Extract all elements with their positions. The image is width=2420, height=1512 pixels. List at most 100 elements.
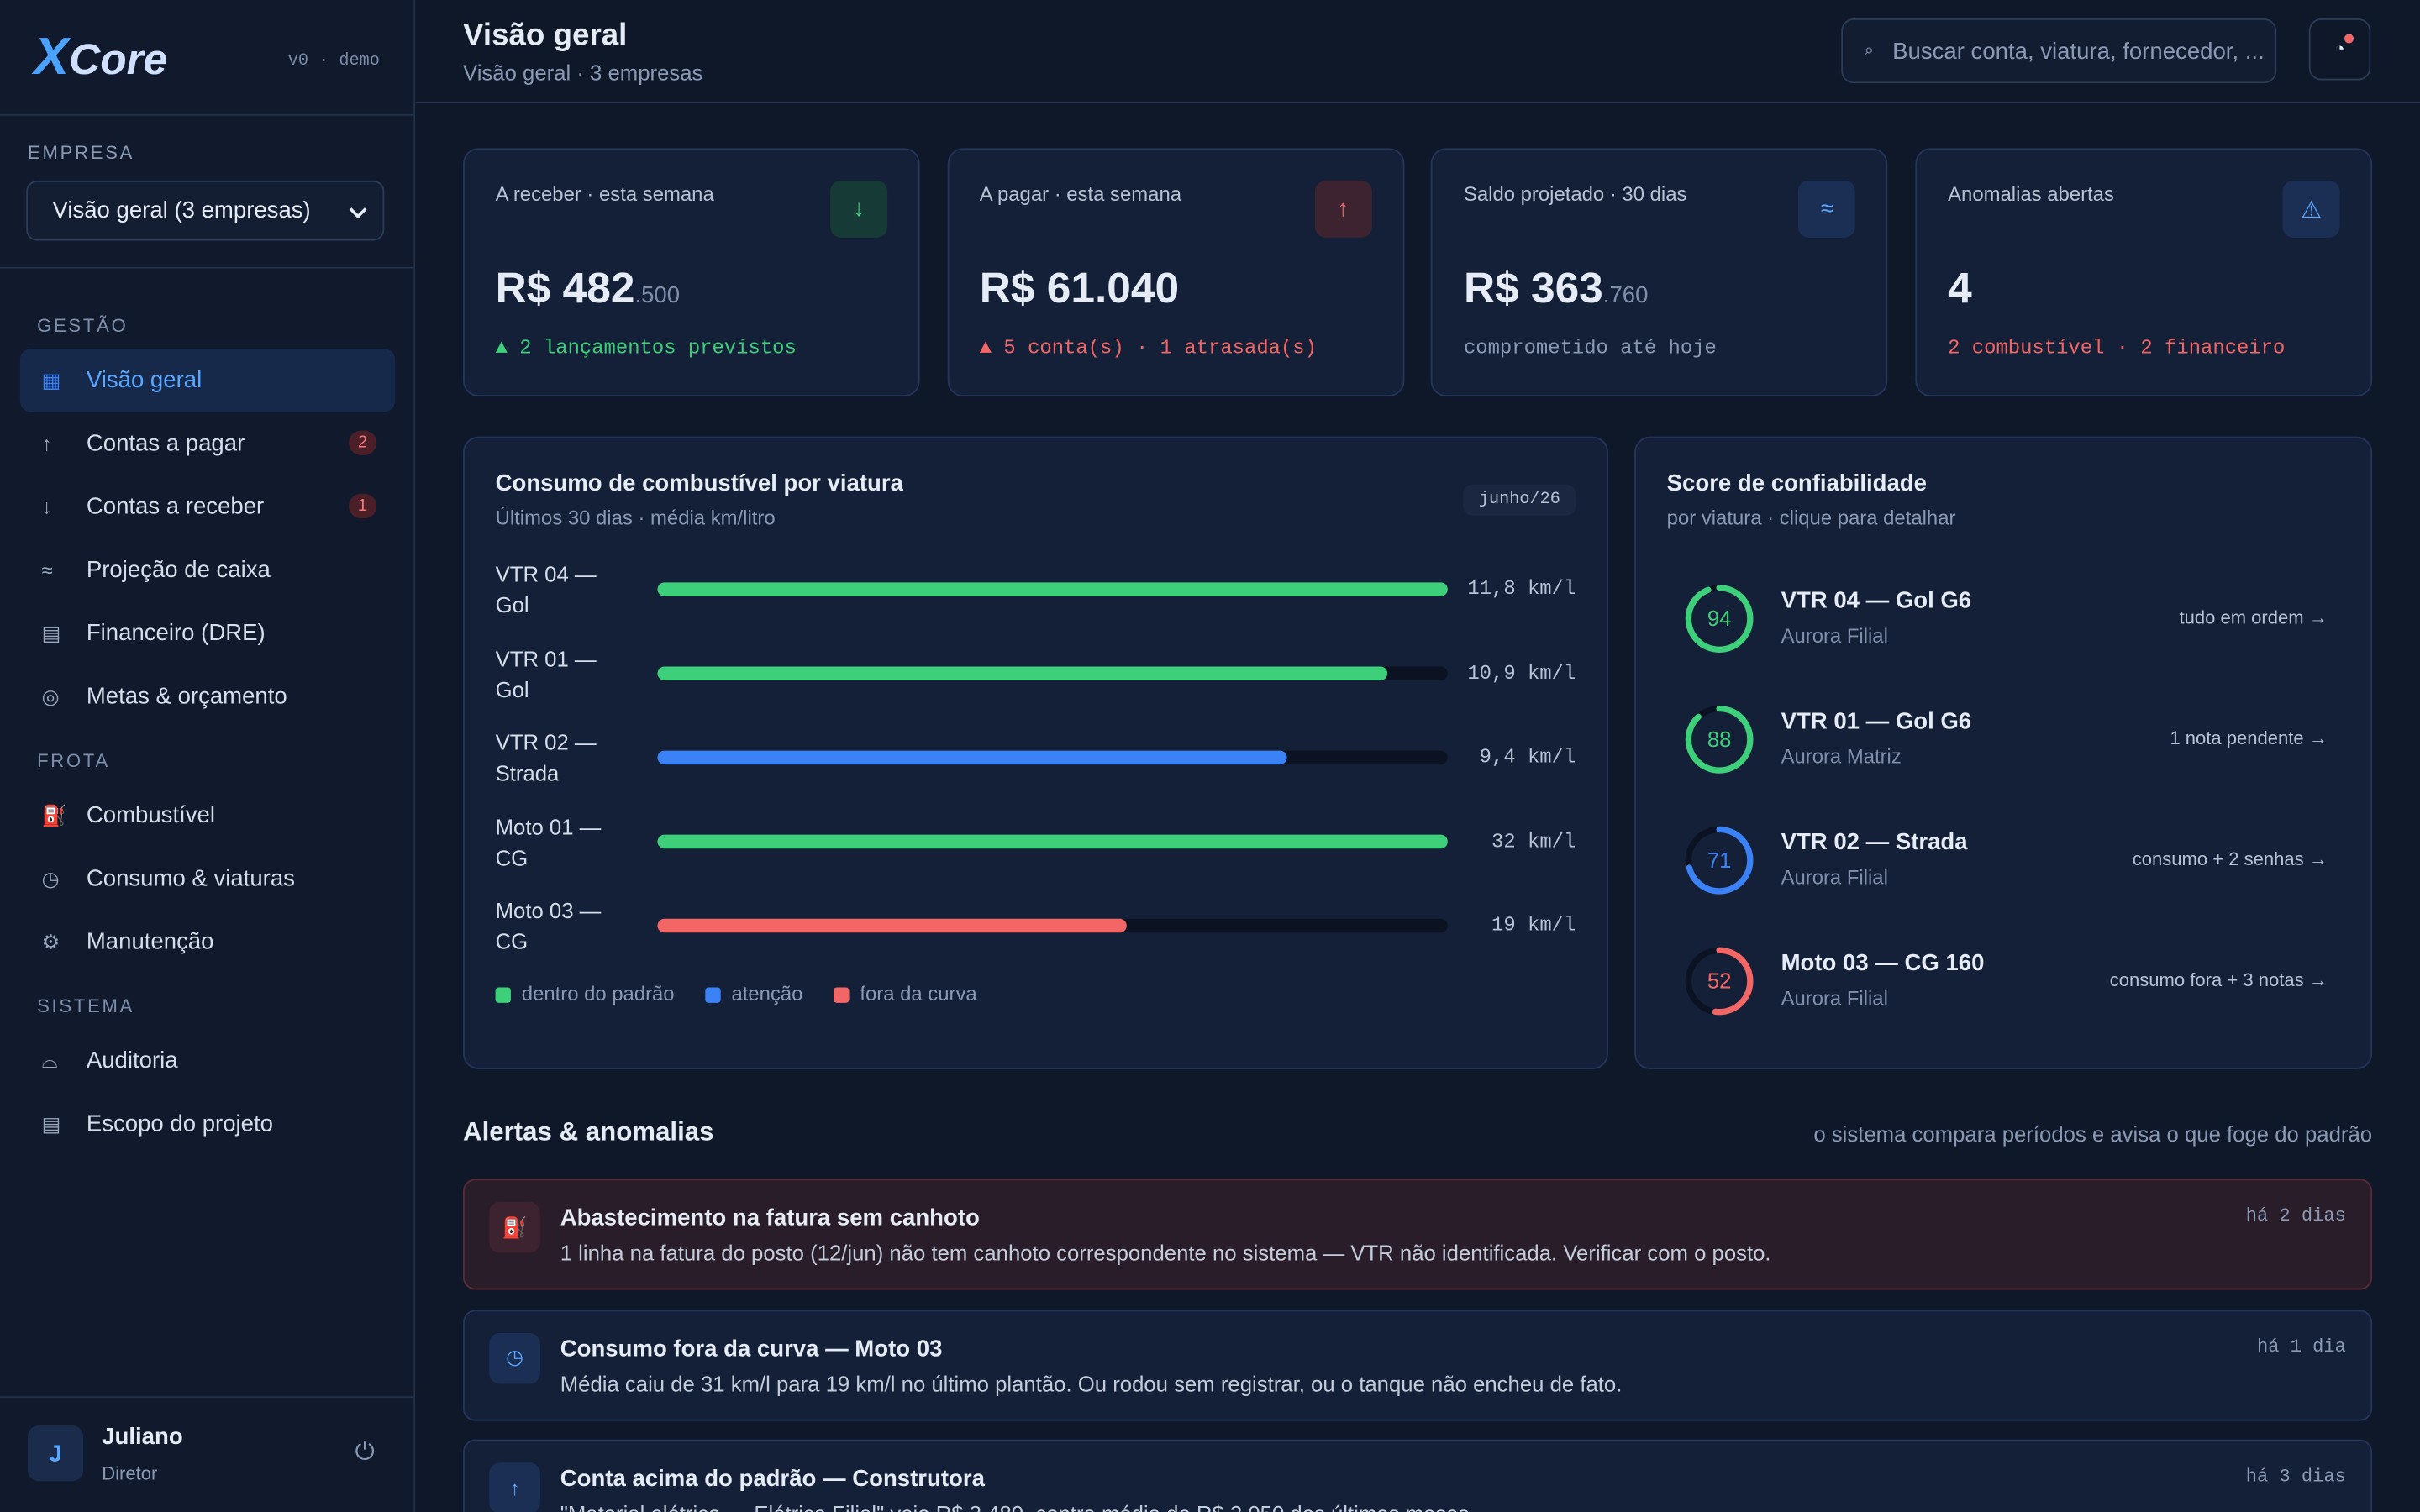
nav-icon: ▤	[41, 621, 61, 644]
alert-icon: ◷	[489, 1332, 540, 1383]
nav-icon: ◎	[41, 684, 60, 708]
score-ring	[1685, 705, 1754, 774]
alert-card[interactable]: ⛽ Abastecimento na fatura sem canhoto 1 li…	[463, 1179, 2373, 1290]
kpi-label: A receber · esta semana	[495, 181, 714, 206]
kpi-note: ▲ 2 lançamentos previstos	[495, 336, 797, 360]
bar	[657, 834, 1448, 849]
search-box[interactable]: ⌕ Buscar conta, viatura, fornecedor, ...	[1841, 18, 2277, 84]
nav-item[interactable]: ⛽ Combustível	[20, 784, 395, 847]
kpi-value-main: 4	[1948, 264, 1972, 312]
score-list: 94 VTR 04 — Gol G6 Aurora Filial tudo em or…	[1685, 585, 2328, 1016]
legend-swatch	[495, 987, 511, 1003]
bar-label-box: VTR 04 — Gol	[496, 562, 597, 617]
bar-label-box: Moto 01 — CG	[495, 813, 602, 870]
user-name: Juliano	[102, 1424, 183, 1451]
kpi-note: ▲ 5 conta(s) · 1 atrasada(s)	[979, 336, 1317, 360]
nav-label: Financeiro (DRE)	[86, 620, 266, 647]
value-label-box: 9,4 km/l	[1480, 745, 1576, 769]
nav-label: Consumo & viaturas	[86, 865, 295, 892]
nav-item[interactable]: ↑ Contas a pagar 2	[20, 412, 395, 475]
page-subtitle: Visão geral · 3 empresas	[463, 60, 703, 86]
nav-label: Auditoria	[86, 1047, 178, 1074]
kpi-card: A receber · esta semana ↓ R$ 482.500 ▲ 2 la…	[463, 148, 920, 397]
kpi-icon: ≈	[1798, 180, 1856, 238]
card-subtitle: Últimos 30 dias · média km/litro	[495, 506, 776, 530]
nav-item[interactable]: ▤ Financeiro (DRE)	[20, 601, 395, 664]
vehicle-name: VTR 01 — Gol G6	[1781, 707, 1972, 733]
value-label-box: 32 km/l	[1491, 829, 1576, 853]
vehicle-place: Aurora Filial	[1781, 867, 1888, 890]
vehicle-place: Aurora Filial	[1781, 987, 1888, 1010]
alert-card[interactable]: ↑ Conta acima do padrão — Construtora "Mat…	[463, 1439, 2373, 1512]
value-label-box: 11,8 km/l	[1467, 576, 1576, 601]
page-title: Visão geral	[463, 18, 628, 53]
nav-label: Visão geral	[86, 367, 203, 394]
kpi-value-main: R$ 363	[1463, 264, 1603, 312]
section-note: o sistema compara períodos e avisa o que…	[1813, 1121, 2373, 1147]
kpi-icon: ↑	[1314, 180, 1372, 238]
bar	[657, 750, 1287, 765]
bar-label: Moto 01 — CG	[495, 813, 602, 870]
score-ring	[1685, 585, 1754, 653]
legend-label: dentro do padrão	[522, 983, 675, 1005]
nav-badge: 2	[348, 430, 377, 455]
nav-item[interactable]: ▦ Visão geral	[19, 349, 396, 412]
nav-item[interactable]: ◎ Metas & orçamento	[20, 665, 395, 728]
score-action[interactable]: 1 nota pendente →	[2170, 727, 2327, 748]
vehicle-name: VTR 04 — Gol G6	[1781, 587, 1972, 613]
kpi-value: 4	[1948, 264, 1972, 313]
alert-icon: ↑	[489, 1462, 540, 1512]
nav-icon: ▦	[41, 368, 61, 391]
score-action[interactable]: tudo em ordem →	[2179, 606, 2327, 627]
score-ring	[1685, 826, 1754, 895]
kpi-note: comprometido até hoje	[1463, 336, 1717, 360]
kpi-value-decimals: .500	[634, 282, 681, 309]
alert-text: Média caiu de 31 km/l para 19 km/l no úl…	[560, 1370, 1623, 1396]
nav-item[interactable]: ≈ Projeção de caixa	[20, 538, 395, 601]
value-label: 19 km/l	[1491, 913, 1576, 937]
company-select[interactable]: Visão geral (3 empresas)	[26, 180, 385, 241]
divider	[0, 113, 414, 116]
kpi-value: R$ 61.040	[980, 264, 1179, 313]
vehicle-name: VTR 02 — Strada	[1781, 828, 1969, 854]
nav-icon: ▤	[41, 1111, 61, 1135]
nav-item[interactable]: ◷ Consumo & viaturas	[20, 847, 395, 910]
nav-icon: ↓	[41, 495, 52, 519]
value-label: 11,8 km/l	[1467, 576, 1576, 601]
nav-item[interactable]: ↓ Contas a receber 1	[20, 475, 395, 538]
alert-time: há 3 dias	[2245, 1465, 2346, 1488]
nav-label: Escopo do projeto	[86, 1110, 273, 1137]
alert-card[interactable]: ◷ Consumo fora da curva — Moto 03 Média ca…	[463, 1309, 2373, 1420]
bar-label: VTR 02 — Strada	[495, 729, 597, 785]
score-value: 88	[1707, 728, 1732, 752]
logout-button[interactable]: ⏻	[355, 1439, 375, 1466]
nav-icon: ≈	[41, 558, 53, 582]
nav-item[interactable]: ⌓ Auditoria	[20, 1029, 395, 1092]
card-title: Score de confiabilidade	[1666, 470, 1927, 497]
nav-icon: ↑	[41, 432, 52, 455]
score-value: 94	[1707, 607, 1732, 631]
alert-icon: ⛽	[489, 1201, 540, 1253]
card-title: Consumo de combustível por viatura	[495, 470, 903, 497]
kpi-value-main: R$ 482	[495, 264, 635, 312]
nav-item[interactable]: ⚙ Manutenção	[20, 911, 395, 974]
sidebar: XCore v0 · demo EMPRESA Visão geral (3 e…	[0, 0, 416, 1512]
nav-label: Projeção de caixa	[86, 557, 271, 584]
score-action[interactable]: consumo fora + 3 notas →	[2110, 969, 2328, 990]
value-label-box: 19 km/l	[1491, 913, 1576, 937]
logo-text: Core	[69, 35, 168, 84]
alerts-button[interactable]: ◔	[2308, 18, 2371, 81]
period-tag: junho/26	[1463, 484, 1576, 516]
kpi-card: A pagar · esta semana ↑ R$ 61.040 ▲ 5 conta…	[947, 148, 1404, 397]
score-action[interactable]: consumo + 2 senhas →	[2133, 848, 2328, 869]
nav-label: Contas a pagar	[86, 430, 245, 457]
alert-title: Consumo fora da curva — Moto 03	[560, 1335, 943, 1362]
logo-x: X	[34, 28, 70, 87]
kpi-card: Saldo projetado · 30 dias ≈ R$ 363.760 comp…	[1431, 148, 1889, 397]
legend-swatch	[705, 987, 721, 1003]
nav-item[interactable]: ▤ Escopo do projeto	[20, 1092, 395, 1155]
section-title: Alertas & anomalias	[463, 1116, 714, 1147]
legend-swatch	[834, 987, 850, 1003]
